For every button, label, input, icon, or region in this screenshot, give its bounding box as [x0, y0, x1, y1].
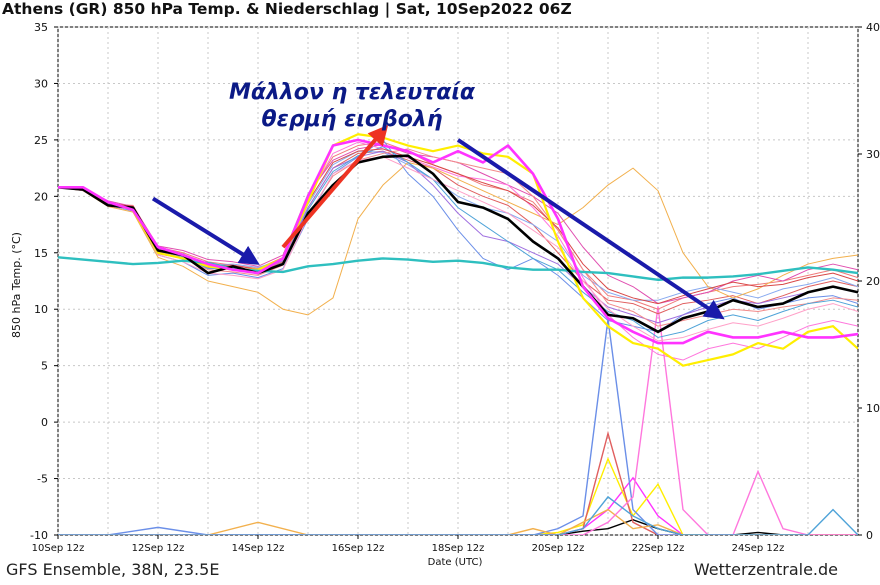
series-line — [58, 139, 858, 333]
y2-tick-label: 20 — [866, 275, 880, 288]
source-credit: Wetterzentrale.de — [693, 560, 838, 579]
y-tick-label: -10 — [30, 529, 48, 542]
y2-tick-label: 0 — [866, 529, 873, 542]
x-tick-label: 16Sep 12z — [332, 543, 385, 554]
precip-line — [58, 508, 858, 535]
y-tick-label: 25 — [34, 134, 48, 147]
y-tick-label: 15 — [34, 247, 48, 260]
x-tick-label: 20Sep 12z — [532, 543, 585, 554]
x-tick-label: 10Sep 12z — [32, 543, 85, 554]
precip-line — [58, 495, 858, 535]
x-tick-label: 12Sep 12z — [132, 543, 185, 554]
y-axis-left: -10 -5 0 5 10 15 20 25 30 35 — [30, 21, 58, 542]
precip-line — [58, 519, 858, 535]
y-tick-label: 35 — [34, 21, 48, 34]
x-axis-label: Date (UTC) — [428, 557, 483, 568]
precip-line — [58, 319, 858, 535]
model-info: GFS Ensemble, 38N, 23.5E — [6, 560, 220, 579]
x-tick-label: 22Sep 12z — [632, 543, 685, 554]
temperature-series — [58, 133, 858, 367]
x-axis: 10Sep 12z 12Sep 12z 14Sep 12z 16Sep 12z 18Se… — [32, 535, 785, 554]
series-line — [58, 138, 858, 345]
y2-tick-label: 40 — [866, 21, 880, 34]
annotation-arrows — [151, 124, 725, 320]
chart-title: Athens (GR) 850 hPa Temp. & Niederschlag… — [2, 0, 572, 18]
x-tick-label: 18Sep 12z — [432, 543, 485, 554]
y-tick-label: 5 — [41, 360, 48, 373]
x-tick-label: 24Sep 12z — [732, 543, 785, 554]
series-line — [58, 161, 858, 316]
annotation-line-2: θερμή εισβολή — [261, 107, 442, 132]
series-line — [58, 154, 858, 334]
y-axis-label: 850 hPa Temp. (°C) — [10, 232, 23, 338]
annotation-line-1: Μάλλον η τελευταία — [229, 80, 476, 105]
x-tick-label: 14Sep 12z — [232, 543, 285, 554]
y2-tick-label: 10 — [866, 402, 880, 415]
y-tick-label: 10 — [34, 303, 48, 316]
annotation-arrow — [151, 196, 260, 265]
y-tick-label: 30 — [34, 77, 48, 90]
annotation-arrow — [281, 124, 389, 249]
y-tick-label: 20 — [34, 190, 48, 203]
precipitation-series — [58, 306, 858, 535]
precip-line — [58, 306, 858, 535]
y-tick-label: 0 — [41, 416, 48, 429]
annotation-arrow — [456, 138, 725, 320]
y2-tick-label: 30 — [866, 148, 880, 161]
series-line — [58, 156, 858, 342]
y-tick-label: -5 — [37, 473, 48, 486]
y-axis-right: 0 10 20 30 40 — [858, 21, 880, 542]
